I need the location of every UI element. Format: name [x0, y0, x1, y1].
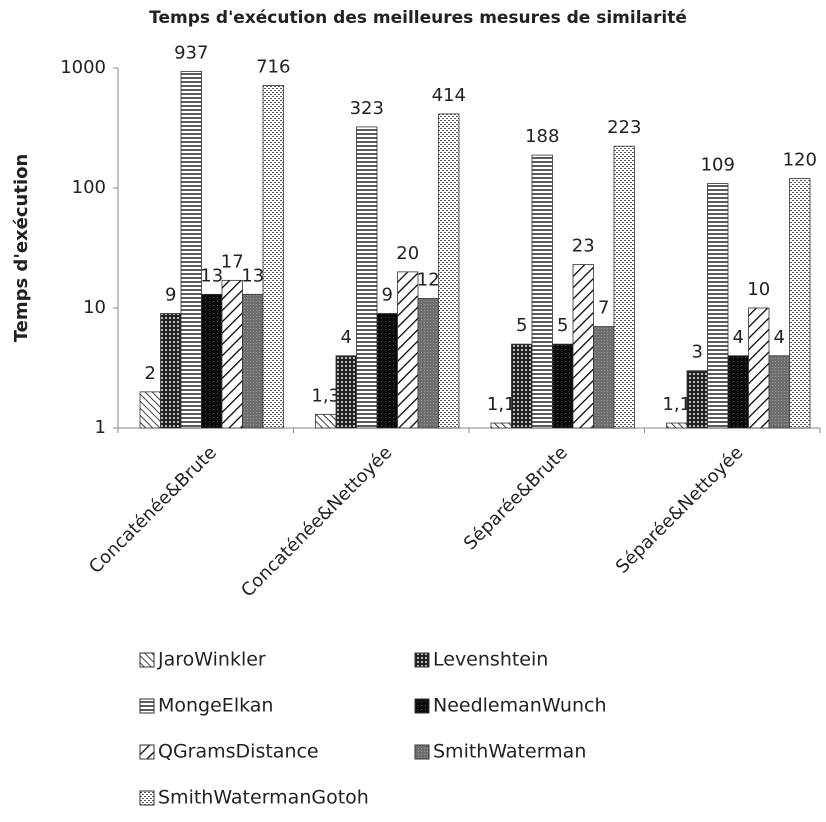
y-axis-label: Temps d'exécution: [11, 154, 32, 343]
legend-swatch: [139, 744, 155, 760]
bar: [180, 70, 202, 429]
data-label: 13: [241, 265, 264, 286]
data-label: 2: [145, 363, 156, 384]
data-label: 20: [396, 243, 419, 264]
bar: [511, 343, 533, 429]
legend-swatch: [139, 652, 155, 668]
data-label: 1,1: [487, 394, 516, 415]
data-label: 323: [350, 98, 384, 119]
data-label: 120: [783, 149, 817, 170]
bar: [552, 343, 574, 429]
legend-label: SmithWaterman: [433, 741, 586, 763]
data-label: 10: [747, 279, 770, 300]
bar: [686, 370, 708, 429]
y-tick-label: 100: [72, 177, 106, 198]
bar: [438, 113, 460, 429]
bar: [572, 264, 594, 429]
y-tick-label: 1000: [60, 57, 106, 78]
bar: [221, 279, 243, 429]
legend-swatch: [139, 790, 155, 806]
data-label: 1,3: [311, 385, 340, 406]
bar: [613, 145, 635, 429]
bar: [201, 293, 223, 429]
x-tick-label: Séparée&Brute: [460, 442, 572, 554]
data-label: 17: [221, 251, 244, 272]
data-label: 937: [174, 42, 208, 63]
data-label: 4: [341, 327, 352, 348]
bar: [593, 326, 615, 429]
y-tick-label: 1: [95, 417, 106, 438]
data-label: 13: [200, 265, 223, 286]
data-label: 716: [256, 56, 290, 77]
data-label: 414: [432, 85, 466, 106]
bar: [139, 391, 161, 429]
bar: [315, 413, 337, 429]
bar: [789, 178, 811, 429]
bar: [242, 293, 264, 429]
legend-label: JaroWinkler: [157, 649, 266, 671]
bar: [768, 355, 790, 429]
data-label: 3: [692, 342, 703, 363]
bar: [666, 422, 688, 429]
legend-swatch: [414, 652, 430, 668]
legend-label: Levenshtein: [433, 649, 548, 671]
x-tick-label: Séparée&Nettoyée: [612, 442, 747, 577]
data-label: 9: [165, 284, 176, 305]
data-label: 7: [598, 298, 609, 319]
chart-title: Temps d'exécution des meilleures mesures…: [149, 8, 687, 28]
bar: [376, 313, 398, 429]
legend-label: NeedlemanWunch: [433, 695, 607, 717]
data-label: 188: [525, 126, 559, 147]
bar: [262, 85, 284, 429]
data-label: 4: [774, 327, 785, 348]
x-tick-label: Concaténée&Brute: [85, 442, 221, 578]
bar: [356, 126, 378, 429]
bar: [335, 355, 357, 429]
bar: [531, 154, 553, 429]
data-label: 223: [607, 117, 641, 138]
data-label: 9: [382, 284, 393, 305]
data-label: 4: [733, 327, 744, 348]
bar: [160, 313, 182, 429]
legend-swatch: [414, 698, 430, 714]
x-tick-label: Concaténée&Nettoyée: [237, 442, 396, 601]
bar: [417, 298, 439, 429]
bar: [397, 271, 419, 429]
bar: [727, 355, 749, 429]
data-label: 5: [516, 315, 527, 336]
legend-label: MongeElkan: [158, 695, 273, 717]
bar: [748, 307, 770, 429]
bar: [707, 183, 729, 429]
legend-label: SmithWatermanGotoh: [158, 787, 369, 809]
data-label: 5: [557, 315, 568, 336]
data-label: 12: [417, 269, 440, 290]
bar: [490, 422, 512, 429]
legend-swatch: [414, 744, 430, 760]
legend-label: QGramsDistance: [158, 741, 319, 763]
data-label: 23: [572, 236, 595, 257]
data-label: 1,1: [662, 394, 691, 415]
legend-swatch: [139, 698, 155, 714]
y-tick-label: 10: [83, 297, 106, 318]
data-label: 109: [701, 155, 735, 176]
